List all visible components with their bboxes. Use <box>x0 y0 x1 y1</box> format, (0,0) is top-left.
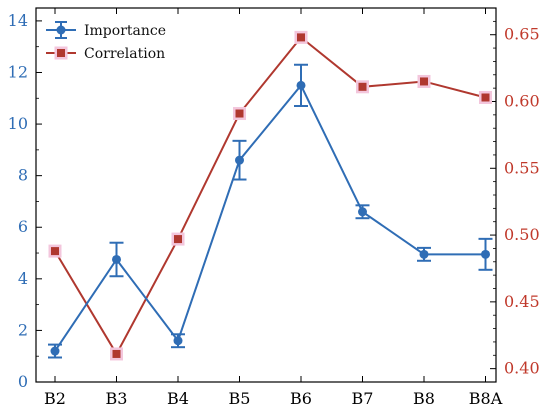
x-tick-label: B8A <box>469 389 503 408</box>
right-tick-label: 0.55 <box>504 158 540 177</box>
correlation-marker-halo <box>110 347 123 361</box>
correlation-marker <box>297 33 305 42</box>
importance-marker <box>50 346 60 356</box>
correlation-marker <box>112 349 121 358</box>
correlation-marker-halo <box>356 80 369 94</box>
correlation-marker-halo <box>479 90 492 104</box>
plot-frame <box>35 7 497 383</box>
correlation-marker <box>420 77 428 86</box>
x-tick-label: B4 <box>167 389 189 408</box>
right-tick-label: 0.45 <box>504 292 540 311</box>
left-tick-label: 8 <box>18 166 28 185</box>
left-tick-label: 2 <box>18 320 28 339</box>
legend-marker-importance <box>56 25 66 35</box>
correlation-marker-halo <box>48 244 62 258</box>
importance-marker <box>173 336 183 346</box>
left-axis: 0 2 4 6 8 10 12 14 <box>8 11 42 391</box>
legend-marker-halo-correlation <box>54 46 68 60</box>
left-tick-label: 4 <box>18 269 28 288</box>
importance-line <box>54 83 486 352</box>
importance-marker <box>296 80 306 90</box>
correlation-marker-halo <box>233 107 246 121</box>
importance-marker <box>112 254 121 264</box>
x-tick-label: B3 <box>106 389 128 408</box>
correlation-marker-halo <box>171 232 185 246</box>
left-tick-label: 6 <box>18 217 28 236</box>
x-axis: B2 B3 B4 B5 B6 B7 B8 B8A <box>44 8 503 408</box>
right-tick-label: 0.60 <box>504 92 540 111</box>
left-tick-label: 10 <box>8 114 28 133</box>
right-tick-label: 0.40 <box>504 359 540 378</box>
correlation-marker-halo <box>417 74 431 88</box>
x-tick-label: B2 <box>44 389 66 408</box>
importance-marker <box>419 249 429 259</box>
importance-marker <box>235 155 244 165</box>
importance-marker <box>358 207 367 217</box>
x-tick-label: B8 <box>413 389 435 408</box>
correlation-marker <box>481 93 490 102</box>
right-tick-label: 0.50 <box>504 225 540 244</box>
x-tick-label: B6 <box>290 389 312 408</box>
legend-label-importance: Importance <box>84 23 166 39</box>
x-tick-label: B5 <box>229 389 251 408</box>
left-tick-label: 0 <box>18 372 28 391</box>
correlation-marker <box>235 109 244 118</box>
series-layer <box>48 30 493 361</box>
legend: Importance Correlation <box>46 21 166 62</box>
x-tick-label: B7 <box>352 389 374 408</box>
correlation-marker <box>51 247 59 256</box>
correlation-marker <box>174 235 182 244</box>
right-axis: 0.40 0.45 0.50 0.55 0.60 0.65 <box>490 20 540 378</box>
correlation-marker <box>358 82 367 91</box>
left-tick-label: 14 <box>8 11 28 30</box>
legend-label-correlation: Correlation <box>84 46 165 62</box>
correlation-marker-halo <box>294 30 308 44</box>
left-tick-label: 12 <box>8 62 28 81</box>
correlation-line <box>54 35 486 356</box>
right-tick-label: 0.65 <box>504 25 540 44</box>
importance-marker <box>481 249 490 259</box>
plot-border <box>35 7 497 383</box>
legend-marker-correlation <box>57 49 65 57</box>
